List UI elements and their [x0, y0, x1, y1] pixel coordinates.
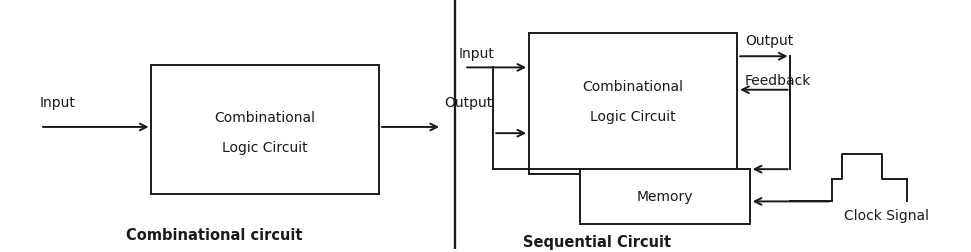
Text: Input: Input — [458, 46, 494, 60]
Text: Output: Output — [745, 34, 793, 48]
Text: Combinational: Combinational — [215, 111, 316, 124]
Bar — [529, 34, 737, 174]
Text: Input: Input — [40, 96, 76, 110]
Text: Output: Output — [444, 96, 492, 110]
Text: Clock Signal: Clock Signal — [844, 208, 928, 222]
Text: Combinational circuit: Combinational circuit — [126, 228, 303, 242]
Text: Memory: Memory — [637, 190, 693, 204]
Text: Sequential Circuit: Sequential Circuit — [522, 234, 671, 249]
Text: Combinational: Combinational — [583, 80, 684, 94]
Text: Logic Circuit: Logic Circuit — [222, 140, 308, 154]
Text: Feedback: Feedback — [745, 74, 812, 87]
Bar — [151, 66, 379, 194]
Bar — [581, 170, 750, 224]
Text: Logic Circuit: Logic Circuit — [590, 109, 676, 123]
